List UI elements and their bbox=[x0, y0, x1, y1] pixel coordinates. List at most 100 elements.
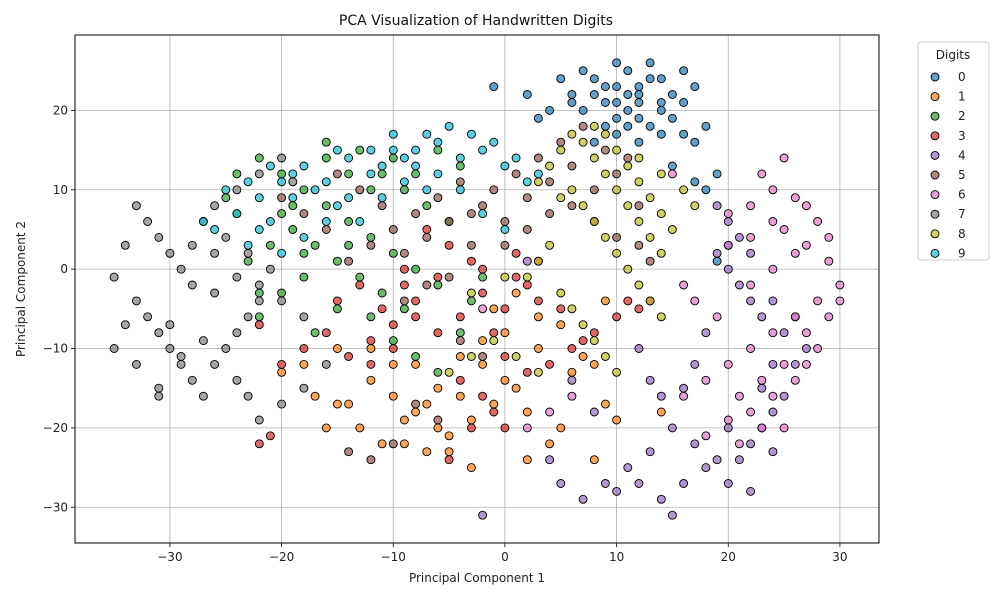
data-point-digit-7 bbox=[120, 240, 130, 250]
data-point-digit-8 bbox=[545, 161, 555, 171]
data-point-digit-1 bbox=[466, 463, 476, 473]
data-point-digit-7 bbox=[232, 272, 242, 282]
data-point-digit-3 bbox=[634, 304, 644, 314]
y-tick-label: 0 bbox=[60, 262, 68, 276]
data-point-digit-3 bbox=[511, 272, 521, 282]
data-point-digit-3 bbox=[388, 344, 398, 353]
data-point-digit-9 bbox=[455, 153, 465, 163]
data-point-digit-6 bbox=[723, 240, 733, 250]
data-point-digit-8 bbox=[612, 145, 622, 155]
data-point-digit-9 bbox=[377, 193, 387, 203]
data-point-digit-5 bbox=[366, 240, 376, 250]
data-point-digit-7 bbox=[299, 312, 309, 322]
data-point-digit-9 bbox=[511, 153, 521, 163]
legend-label-digit-1: 1 bbox=[958, 90, 966, 104]
data-point-digit-2 bbox=[321, 201, 331, 211]
data-point-digit-8 bbox=[656, 169, 666, 179]
data-point-digit-9 bbox=[254, 193, 264, 203]
data-point-digit-1 bbox=[511, 288, 521, 298]
data-point-digit-1 bbox=[366, 344, 376, 353]
data-point-digit-0 bbox=[656, 74, 666, 84]
data-point-digit-4 bbox=[779, 391, 789, 401]
data-point-digit-3 bbox=[578, 336, 588, 346]
series-digit-1 bbox=[277, 288, 666, 473]
data-point-digit-9 bbox=[310, 185, 320, 195]
data-point-digit-0 bbox=[667, 113, 677, 123]
data-point-digit-2 bbox=[433, 145, 443, 155]
data-point-digit-2 bbox=[355, 272, 365, 282]
data-point-digit-7 bbox=[198, 336, 208, 346]
data-point-digit-3 bbox=[422, 225, 432, 234]
data-point-digit-0 bbox=[489, 82, 499, 92]
data-point-digit-2 bbox=[221, 193, 231, 203]
data-point-digit-8 bbox=[656, 248, 666, 258]
x-tick-label: 0 bbox=[501, 550, 509, 564]
data-point-digit-6 bbox=[801, 201, 811, 211]
data-point-digit-2 bbox=[411, 264, 421, 274]
data-point-digit-0 bbox=[589, 137, 599, 147]
legend-marker-digit-6 bbox=[930, 190, 940, 200]
data-point-digit-1 bbox=[522, 455, 532, 465]
data-point-digit-9 bbox=[377, 161, 387, 171]
data-point-digit-1 bbox=[344, 399, 354, 409]
data-point-digit-2 bbox=[478, 272, 488, 282]
data-point-digit-4 bbox=[723, 264, 733, 274]
data-point-digit-2 bbox=[399, 304, 409, 314]
data-point-digit-2 bbox=[254, 288, 264, 298]
data-point-digit-9 bbox=[433, 169, 443, 179]
data-point-digit-6 bbox=[757, 423, 767, 433]
data-point-digit-6 bbox=[790, 248, 800, 258]
data-point-digit-6 bbox=[824, 312, 834, 322]
data-point-digit-7 bbox=[176, 264, 186, 274]
data-point-digit-3 bbox=[500, 352, 510, 361]
data-point-digit-0 bbox=[623, 90, 633, 99]
data-point-digit-9 bbox=[366, 169, 376, 179]
data-point-digit-4 bbox=[790, 359, 800, 369]
data-point-digit-1 bbox=[589, 455, 599, 465]
data-point-digit-3 bbox=[254, 439, 264, 449]
legend-label-digit-8: 8 bbox=[958, 227, 966, 241]
data-point-digit-6 bbox=[746, 232, 756, 242]
axis-ticks: −30 −20 −10 0 10 20 30 −30 −20 −10 0 10 20 bbox=[43, 103, 848, 564]
legend: Digits 0 1 2 3 4 5 6 7 8 9 bbox=[917, 41, 990, 261]
data-point-digit-7 bbox=[176, 359, 186, 369]
data-point-digit-2 bbox=[433, 280, 443, 290]
data-point-digit-0 bbox=[679, 66, 689, 76]
legend-marker-digit-5 bbox=[930, 170, 940, 180]
data-point-digit-5 bbox=[545, 177, 555, 187]
data-point-digit-9 bbox=[478, 145, 488, 155]
data-point-digit-8 bbox=[656, 209, 666, 219]
data-point-digit-4 bbox=[701, 463, 711, 473]
data-point-digit-8 bbox=[645, 296, 655, 306]
data-point-digit-2 bbox=[366, 232, 376, 242]
data-point-digit-8 bbox=[522, 272, 532, 282]
data-point-digit-8 bbox=[634, 280, 644, 290]
data-point-digit-7 bbox=[277, 399, 287, 409]
data-point-digit-3 bbox=[623, 296, 633, 306]
data-point-digit-9 bbox=[321, 217, 331, 226]
data-point-digit-0 bbox=[567, 98, 577, 107]
data-point-digit-4 bbox=[567, 375, 577, 385]
data-point-digit-0 bbox=[634, 82, 644, 92]
x-tick-label: 30 bbox=[832, 550, 847, 564]
data-point-digit-6 bbox=[779, 359, 789, 369]
series-digit-6 bbox=[478, 153, 845, 449]
data-point-digit-2 bbox=[455, 328, 465, 338]
data-point-digit-4 bbox=[779, 328, 789, 338]
x-tick-label: −10 bbox=[381, 550, 406, 564]
data-point-digit-9 bbox=[455, 185, 465, 195]
data-point-digit-2 bbox=[277, 169, 287, 179]
series-digit-3 bbox=[254, 225, 655, 465]
data-point-digit-0 bbox=[589, 90, 599, 99]
data-point-digit-7 bbox=[277, 153, 287, 163]
data-point-digit-7 bbox=[120, 320, 130, 330]
series-digit-5 bbox=[277, 121, 655, 465]
data-point-digit-9 bbox=[277, 177, 287, 187]
data-point-digit-9 bbox=[533, 169, 543, 179]
data-point-digit-3 bbox=[478, 288, 488, 298]
data-point-digit-7 bbox=[198, 391, 208, 401]
data-point-digit-3 bbox=[254, 320, 264, 330]
data-point-digit-5 bbox=[455, 336, 465, 346]
data-point-digit-0 bbox=[623, 66, 633, 76]
data-point-digit-9 bbox=[299, 161, 309, 171]
